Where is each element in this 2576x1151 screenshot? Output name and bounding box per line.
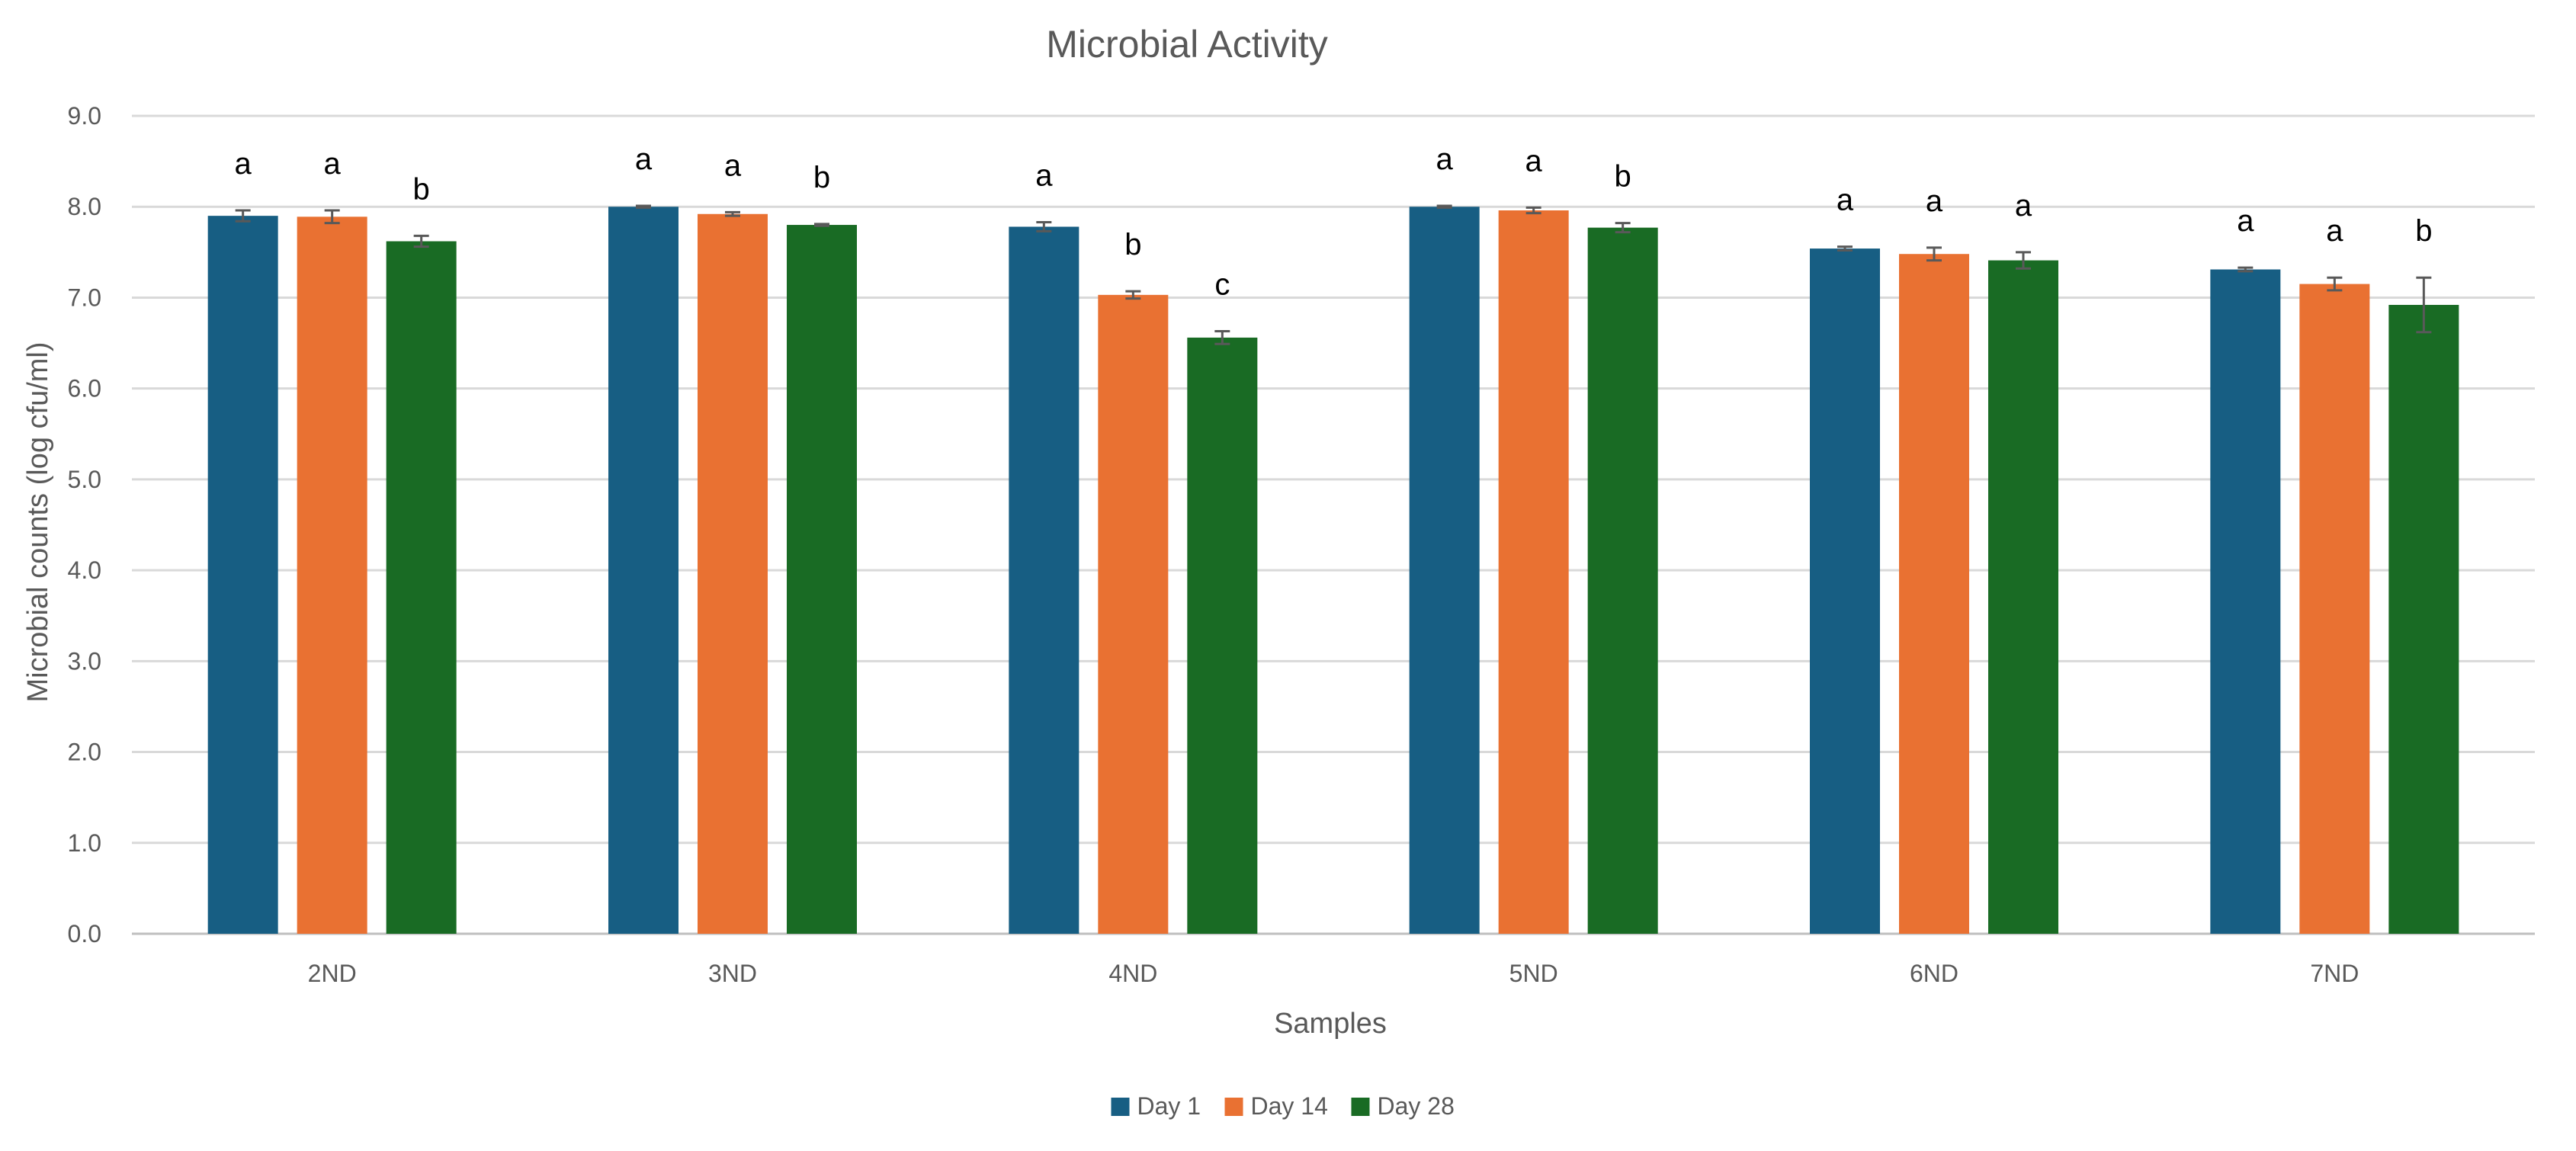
y-axis-tick-labels: 0.0 1.0 2.0 3.0 4.0 5.0 6.0 7.0 8.0 9.0 bbox=[68, 102, 101, 947]
y-tick-label: 4.0 bbox=[68, 556, 101, 584]
significance-letter: b bbox=[2415, 214, 2432, 248]
bar-5ND-day-14 bbox=[1498, 210, 1569, 935]
bar-2ND-day-1 bbox=[207, 216, 278, 935]
legend-item-day-14: Day 14 bbox=[1224, 1092, 1328, 1120]
error-bar-4ND-day-28 bbox=[1214, 330, 1230, 345]
y-axis-title: Microbial counts (log cfu/ml) bbox=[22, 341, 54, 702]
significance-letter: a bbox=[1035, 159, 1053, 192]
y-tick-label: 0.0 bbox=[68, 920, 101, 947]
error-bar-3ND-day-1 bbox=[636, 204, 651, 209]
x-axis-title: Samples bbox=[1274, 1008, 1387, 1040]
error-bar-5ND-day-14 bbox=[1525, 206, 1541, 215]
error-bar-6ND-day-14 bbox=[1926, 246, 1942, 262]
bar-5ND-day-1 bbox=[1409, 207, 1480, 934]
significance-letter: a bbox=[1926, 184, 1943, 218]
significance-letter: a bbox=[1837, 184, 1854, 217]
bar-2ND-day-14 bbox=[297, 216, 367, 934]
significance-letter: b bbox=[1615, 160, 1631, 194]
significance-letter: a bbox=[1436, 143, 1454, 176]
significance-letter: a bbox=[235, 147, 252, 181]
bar-7ND-day-14 bbox=[2299, 284, 2370, 934]
error-bar-7ND-day-14 bbox=[2327, 276, 2343, 292]
significance-letter: a bbox=[1525, 144, 1543, 178]
x-tick-label: 2ND bbox=[308, 960, 357, 987]
x-tick-label: 7ND bbox=[2310, 960, 2359, 987]
significance-letter: b bbox=[1124, 228, 1141, 261]
error-bar-2ND-day-1 bbox=[235, 209, 251, 223]
bar-6ND-day-14 bbox=[1899, 254, 1969, 934]
legend-item-day-1: Day 1 bbox=[1111, 1092, 1201, 1120]
error-bar-2ND-day-28 bbox=[413, 234, 429, 248]
error-bar-3ND-day-14 bbox=[725, 210, 740, 217]
significance-letter: b bbox=[413, 172, 430, 206]
y-tick-label: 1.0 bbox=[68, 829, 101, 857]
bars bbox=[207, 207, 2459, 935]
legend-swatch bbox=[1351, 1098, 1370, 1116]
bar-2ND-day-28 bbox=[386, 241, 457, 934]
error-bar-3ND-day-28 bbox=[814, 223, 829, 227]
error-bar-7ND-day-1 bbox=[2238, 266, 2254, 273]
bar-4ND-day-14 bbox=[1098, 294, 1169, 934]
legend-label: Day 14 bbox=[1251, 1092, 1328, 1120]
y-tick-label: 2.0 bbox=[68, 739, 101, 766]
legend-swatch bbox=[1111, 1098, 1130, 1116]
legend: Day 1 Day 14 Day 28 bbox=[1111, 1092, 1455, 1120]
error-bar-7ND-day-28 bbox=[2416, 276, 2432, 334]
x-tick-label: 5ND bbox=[1509, 960, 1558, 987]
significance-letter: a bbox=[635, 143, 653, 176]
error-bar-6ND-day-1 bbox=[1837, 245, 1853, 252]
significance-letters: a a b a a b a b c a a b a a a a a b bbox=[235, 143, 2433, 302]
y-tick-label: 7.0 bbox=[68, 284, 101, 311]
gridlines bbox=[132, 114, 2535, 935]
significance-letter: a bbox=[724, 149, 742, 182]
legend-swatch bbox=[1224, 1098, 1243, 1116]
y-tick-label: 8.0 bbox=[68, 193, 101, 220]
legend-label: Day 28 bbox=[1378, 1092, 1455, 1120]
bar-3ND-day-14 bbox=[698, 213, 768, 934]
bar-5ND-day-28 bbox=[1587, 227, 1658, 935]
x-tick-label: 4ND bbox=[1108, 960, 1157, 987]
error-bar-5ND-day-28 bbox=[1615, 222, 1631, 234]
significance-letter: a bbox=[324, 147, 342, 181]
x-tick-label: 6ND bbox=[1910, 960, 1958, 987]
y-tick-label: 5.0 bbox=[68, 466, 101, 493]
legend-item-day-28: Day 28 bbox=[1351, 1092, 1455, 1120]
bar-4ND-day-1 bbox=[1009, 226, 1079, 934]
bar-4ND-day-28 bbox=[1187, 337, 1258, 934]
error-bar-4ND-day-14 bbox=[1125, 290, 1141, 300]
bar-6ND-day-1 bbox=[1810, 248, 1880, 934]
bar-3ND-day-1 bbox=[608, 207, 678, 934]
significance-letter: c bbox=[1214, 268, 1230, 302]
significance-letter: a bbox=[2015, 189, 2032, 223]
y-tick-label: 3.0 bbox=[68, 647, 101, 675]
y-tick-label: 6.0 bbox=[68, 375, 101, 402]
bar-7ND-day-28 bbox=[2388, 304, 2459, 935]
x-axis-tick-labels: 2ND 3ND 4ND 5ND 6ND 7ND bbox=[308, 960, 2359, 987]
error-bar-4ND-day-1 bbox=[1036, 220, 1052, 232]
y-tick-label: 9.0 bbox=[68, 102, 101, 130]
error-bar-2ND-day-14 bbox=[324, 209, 340, 225]
significance-letter: b bbox=[813, 161, 830, 194]
bar-3ND-day-28 bbox=[787, 225, 857, 935]
bar-7ND-day-1 bbox=[2210, 269, 2281, 934]
bar-6ND-day-28 bbox=[1988, 260, 2058, 934]
x-tick-label: 3ND bbox=[708, 960, 757, 987]
significance-letter: a bbox=[2326, 214, 2343, 248]
error-bars bbox=[235, 204, 2432, 345]
significance-letter: a bbox=[2237, 204, 2254, 238]
chart-title: Microbial Activity bbox=[1046, 23, 1328, 66]
error-bar-6ND-day-28 bbox=[2016, 251, 2031, 270]
legend-label: Day 1 bbox=[1137, 1092, 1201, 1120]
error-bar-5ND-day-1 bbox=[1436, 204, 1452, 209]
